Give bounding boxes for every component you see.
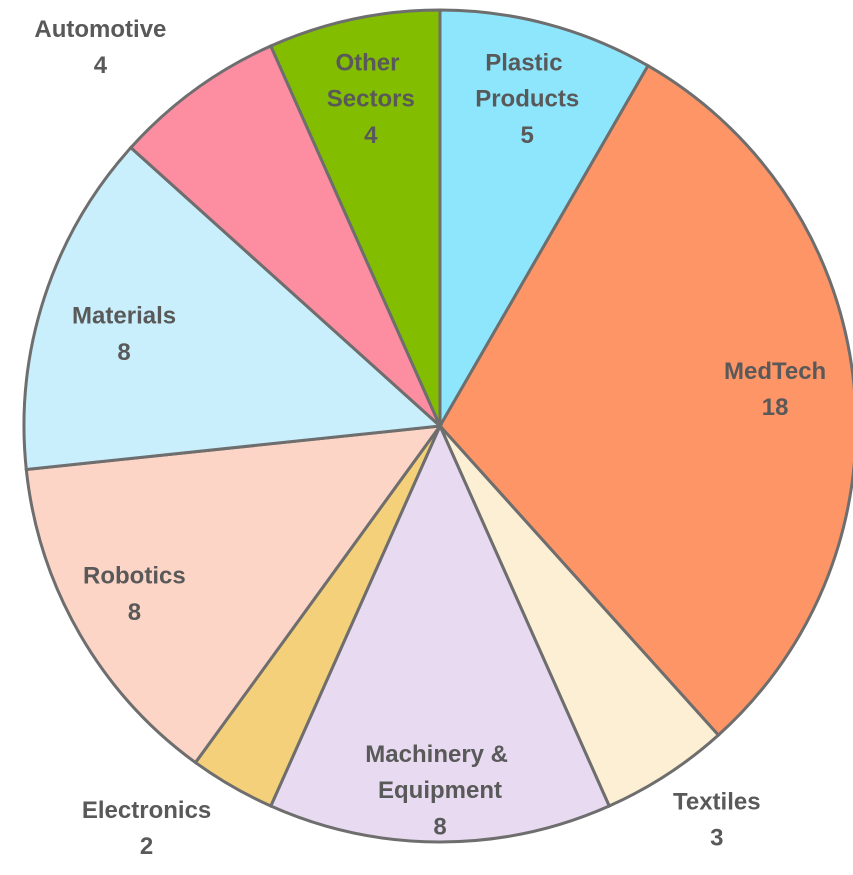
slice-label-line: Products <box>475 86 579 113</box>
slice-value: 5 <box>521 122 534 149</box>
slice-label-line: Equipment <box>378 777 502 804</box>
slice-label: Materials <box>72 303 176 330</box>
pie-slice <box>268 422 612 844</box>
slice-label-line: Automotive <box>34 16 166 43</box>
slice-label: Robotics <box>83 563 186 590</box>
slice-label: Machinery & Equipment <box>365 741 514 804</box>
pie-slice <box>24 424 444 765</box>
slice-value: 4 <box>364 122 378 149</box>
pie-slice <box>268 8 442 427</box>
slice-value: 8 <box>128 599 141 626</box>
slice-label: Plastic Products <box>475 50 579 113</box>
slice-label-line: Sectors <box>327 86 415 113</box>
slice-value: 8 <box>433 813 446 840</box>
slice-label-line: Materials <box>72 303 176 330</box>
slice-label-line: Machinery & <box>365 741 514 768</box>
slice-value: 18 <box>762 394 789 421</box>
slice-label-line: Robotics <box>83 563 186 590</box>
slice-label: Other Sectors <box>327 50 415 113</box>
slice-value: 3 <box>710 825 723 852</box>
pie-slice <box>22 145 444 472</box>
slice-value: 4 <box>94 52 108 79</box>
slice-value: 8 <box>117 339 130 366</box>
pie-slice <box>438 63 853 738</box>
slice-label: Electronics <box>82 797 211 824</box>
slice-label-line: MedTech <box>724 358 826 385</box>
slice-label: Textiles <box>673 789 761 816</box>
slice-value: 2 <box>140 833 153 860</box>
slice-label: Automotive <box>34 16 166 43</box>
slice-label-line: Textiles <box>673 789 761 816</box>
slice-label-line: Plastic <box>485 50 569 77</box>
pie-slice <box>438 8 651 432</box>
slice-label: MedTech <box>724 358 826 385</box>
pie-slice <box>128 43 442 428</box>
slice-label-line: Other <box>335 50 406 77</box>
slice-label-line: Electronics <box>82 797 211 824</box>
